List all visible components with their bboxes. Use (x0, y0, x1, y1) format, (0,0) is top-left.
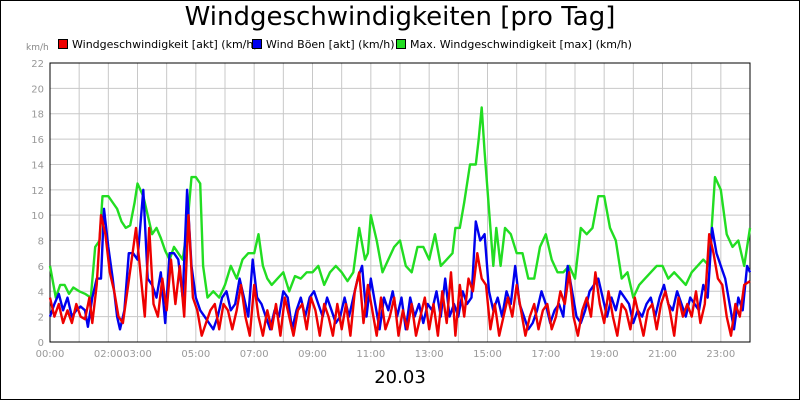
y-tick-label: 4 (38, 287, 44, 298)
legend-label-max-speed: Max. Windgeschwindigkeit [max] (km/h) (410, 38, 632, 51)
series-line-0 (48, 106, 752, 299)
y-tick-label: 6 (38, 262, 44, 273)
chart-title: Windgeschwindigkeiten [pro Tag] (184, 2, 616, 32)
x-tick-label: 03:00 (123, 349, 152, 360)
x-tick-label: 02:00 (94, 349, 123, 360)
y-tick-label: 12 (31, 186, 44, 197)
x-tick-label: 07:00 (240, 349, 269, 360)
x-tick-label: 00:00 (36, 349, 65, 360)
y-tick-label: 16 (31, 135, 44, 146)
y-tick-label: 10 (31, 211, 44, 222)
y-tick-label: 18 (31, 110, 44, 121)
x-tick-label: 19:00 (590, 349, 619, 360)
legend-item-wind-speed: Windgeschwindigkeit [akt] (km/h) (58, 38, 258, 51)
y-tick-label: 0 (38, 338, 44, 349)
legend-label-wind-speed: Windgeschwindigkeit [akt] (km/h) (72, 38, 258, 51)
x-tick-label: 11:00 (356, 349, 385, 360)
legend-swatch-green (396, 39, 406, 49)
x-tick-label: 09:00 (298, 349, 327, 360)
y-tick-label: 20 (31, 84, 44, 95)
x-tick-label: 21:00 (648, 349, 677, 360)
legend-swatch-red (58, 39, 68, 49)
legend-item-max-speed: Max. Windgeschwindigkeit [max] (km/h) (396, 38, 632, 51)
y-tick-label: 8 (38, 237, 44, 248)
y-tick-label: 22 (31, 59, 44, 70)
legend-item-gusts: Wind Böen [akt] (km/h) (252, 38, 395, 51)
series-line-1 (48, 188, 752, 331)
legend-label-gusts: Wind Böen [akt] (km/h) (266, 38, 395, 51)
chart-date-label: 20.03 (374, 367, 426, 388)
y-tick-label: 14 (31, 160, 44, 171)
y-axis-unit-label: km/h (26, 43, 49, 53)
x-tick-label: 17:00 (531, 349, 560, 360)
y-tick-label: 2 (38, 313, 44, 324)
x-tick-label: 05:00 (181, 349, 210, 360)
x-tick-label: 23:00 (706, 349, 735, 360)
plot-area-border (49, 62, 751, 343)
x-tick-label: 13:00 (415, 349, 444, 360)
legend-swatch-blue (252, 39, 262, 49)
series-line-2 (48, 213, 751, 337)
x-tick-label: 15:00 (473, 349, 502, 360)
